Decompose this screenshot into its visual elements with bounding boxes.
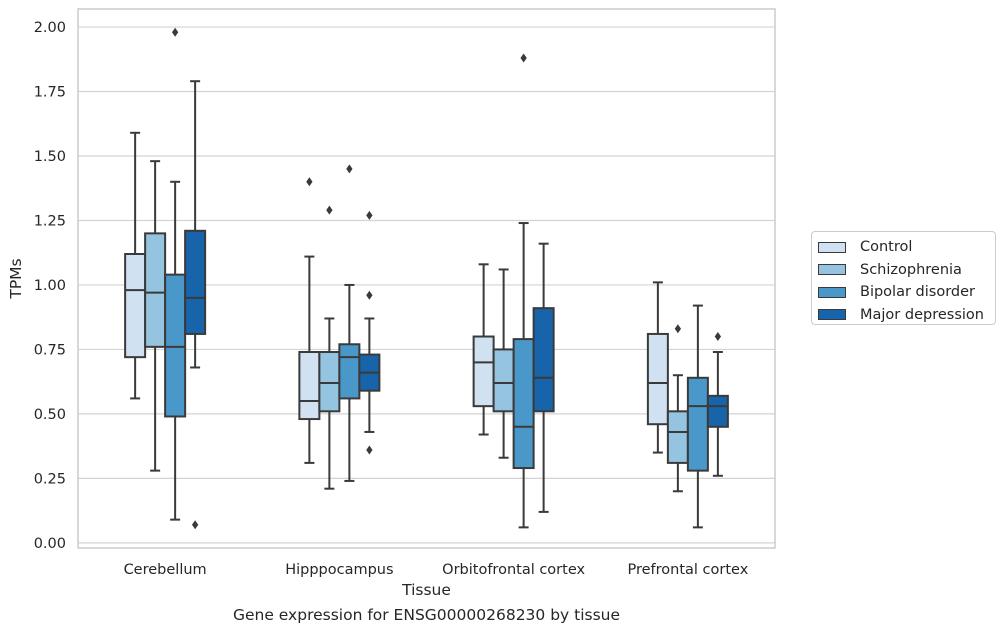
outlier-point [366,290,373,300]
box-group [686,304,709,529]
outlier-point [346,164,353,174]
outlier-point [366,445,373,455]
box-iqr [184,229,207,335]
box-iqr [532,307,555,413]
box-iqr [686,376,709,472]
legend-swatch-control [818,241,846,253]
y-tick-label: 0.50 [34,407,66,423]
box-group [492,268,515,459]
box-group [358,210,381,455]
x-tick-label: Hipppocampus [285,562,393,578]
y-axis-label: TPMs [7,258,25,299]
box-iqr [512,338,535,470]
box-group [144,160,167,472]
legend-swatch-bipolar-disorder [818,286,846,298]
box-iqr [298,351,321,421]
box-group [124,131,147,400]
x-tick-label: Cerebellum [124,562,207,578]
y-tick-label: 1.50 [34,149,66,165]
box-iqr [124,253,147,359]
box-group [164,27,187,521]
outlier-point [326,205,333,215]
box-group [472,263,495,436]
box-iqr [144,232,167,348]
box-group [298,177,321,464]
plot-frame [77,8,776,549]
y-axis-ticks: 0.00 0.25 0.50 0.75 1.00 1.25 1.50 1.75 2.00 [34,20,66,552]
box-iqr [318,351,341,413]
outlier-point [171,27,179,37]
x-tick-label: Prefrontal cortex [627,562,748,578]
y-tick-label: 0.75 [34,342,66,358]
outlier-point [714,332,722,342]
box-iqr [472,335,495,408]
box-iqr [492,348,515,413]
boxes [124,27,729,530]
outlier-point [520,53,527,63]
outlier-point [306,177,313,187]
box-group [318,205,341,490]
box-group [184,80,207,530]
legend-label-major-depression: Major depression [860,306,984,323]
box-iqr [706,394,729,428]
x-axis-ticks: Cerebellum Hipppocampus Orbitofrontal cort… [124,562,749,578]
y-tick-label: 1.75 [34,85,66,101]
box-iqr [646,332,669,426]
legend-item-major-depression: Major depression [818,304,995,327]
legend-swatch-schizophrenia [818,264,846,276]
box-iqr [666,410,689,464]
outlier-point [674,324,682,334]
x-tick-label: Orbitofrontal cortex [442,562,585,578]
box-iqr [164,273,187,418]
legend-label-schizophrenia: Schizophrenia [860,261,962,278]
x-axis-label: Tissue [401,581,451,599]
box-group [338,164,361,482]
y-tick-label: 0.25 [34,471,66,487]
legend-item-bipolar-disorder: Bipolar disorder [818,281,995,304]
y-tick-label: 0.00 [34,536,66,552]
legend-item-control: Control [818,236,995,259]
y-tick-label: 1.25 [34,213,66,229]
y-tick-label: 2.00 [34,20,66,36]
legend-label-bipolar-disorder: Bipolar disorder [860,284,975,301]
outlier-point [191,520,199,530]
legend-swatch-major-depression [818,309,846,321]
outlier-point [366,210,373,220]
legend-label-control: Control [860,239,913,256]
box-group [706,332,729,477]
box-group [512,53,535,529]
y-tick-label: 1.00 [34,278,66,294]
legend: Control Schizophrenia Bipolar disorder M… [811,231,996,325]
box-group [532,242,555,513]
box-group [646,281,669,454]
legend-item-schizophrenia: Schizophrenia [818,259,995,282]
box-iqr [338,343,361,400]
figure-caption: Gene expression for ENSG00000268230 by t… [232,606,621,624]
